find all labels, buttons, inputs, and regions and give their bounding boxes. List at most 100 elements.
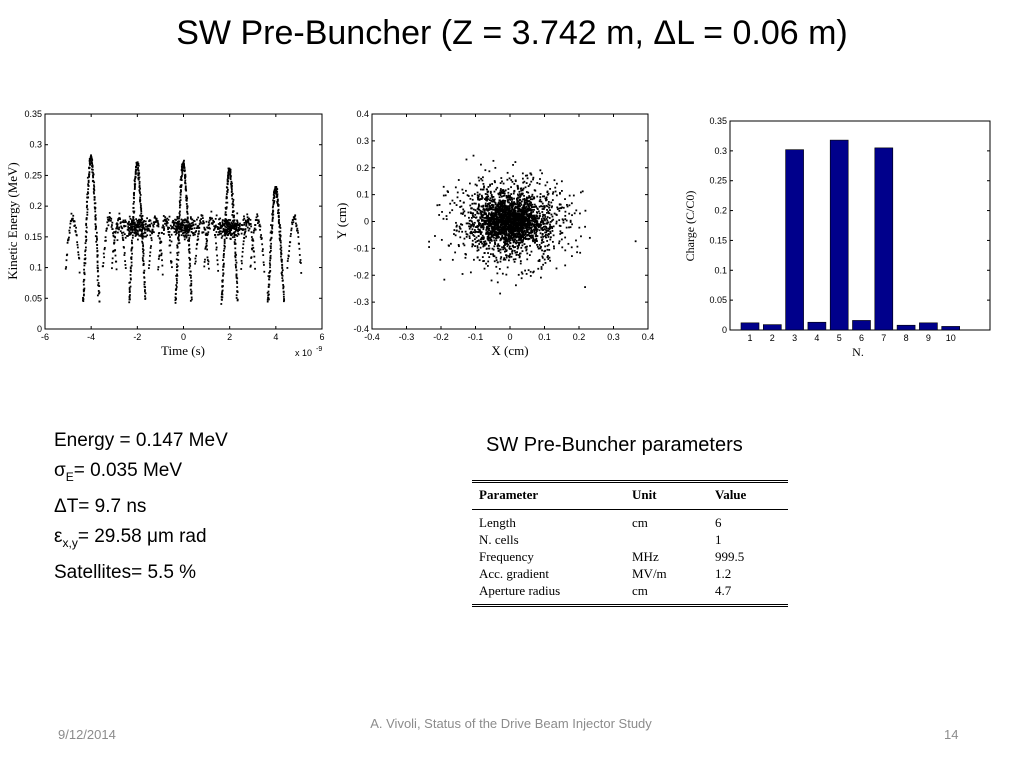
data-point <box>146 224 149 227</box>
data-point <box>512 231 515 233</box>
data-point <box>517 239 520 241</box>
data-point <box>179 196 182 199</box>
data-point <box>213 225 216 228</box>
data-point <box>530 209 533 212</box>
data-point <box>116 239 119 242</box>
data-point <box>511 233 514 236</box>
data-point <box>144 298 147 300</box>
data-point <box>140 204 142 207</box>
data-point <box>236 282 239 285</box>
data-point <box>77 253 80 256</box>
data-point <box>544 214 546 216</box>
data-point <box>541 255 544 258</box>
data-point <box>279 234 282 237</box>
data-point <box>541 226 544 229</box>
data-point <box>471 222 474 225</box>
data-point <box>114 254 117 257</box>
data-point <box>226 178 229 181</box>
data-point <box>230 186 233 188</box>
data-point <box>133 210 136 213</box>
data-point <box>207 263 210 265</box>
data-point <box>540 218 543 220</box>
data-point <box>519 196 521 199</box>
page-number: 14 <box>944 727 959 742</box>
data-point <box>538 260 541 262</box>
data-point <box>501 180 503 183</box>
data-point <box>84 257 87 260</box>
data-point <box>178 231 180 234</box>
data-point <box>526 200 529 203</box>
data-point <box>259 225 262 228</box>
data-point <box>186 231 189 234</box>
data-point <box>94 225 97 228</box>
data-point <box>240 232 243 235</box>
data-point <box>133 194 135 197</box>
data-point <box>144 228 147 231</box>
data-point <box>501 189 504 192</box>
data-point <box>464 214 466 217</box>
data-point <box>521 215 524 217</box>
data-point <box>512 164 514 166</box>
data-point <box>485 262 487 265</box>
data-point <box>543 218 546 221</box>
data-point <box>225 219 228 222</box>
data-point <box>221 225 224 228</box>
data-point <box>525 217 527 219</box>
data-point <box>527 218 530 221</box>
data-point <box>528 217 531 220</box>
data-point <box>489 183 492 186</box>
data-point <box>516 201 519 204</box>
data-point <box>235 261 238 264</box>
data-point <box>246 226 249 229</box>
data-point <box>434 235 436 237</box>
data-point <box>223 222 226 225</box>
data-point <box>296 227 299 230</box>
data-point <box>178 206 181 209</box>
data-point <box>175 232 178 235</box>
data-point <box>493 190 496 193</box>
data-point <box>141 240 144 243</box>
data-point <box>551 192 554 195</box>
data-point <box>91 162 94 165</box>
data-point <box>232 225 234 228</box>
data-point <box>547 243 550 246</box>
data-point <box>242 219 245 221</box>
data-point <box>495 207 498 210</box>
data-point <box>226 190 229 193</box>
data-point <box>471 194 474 197</box>
data-point <box>279 248 282 251</box>
data-point <box>507 211 510 214</box>
data-point <box>465 233 468 235</box>
data-point <box>189 258 192 260</box>
data-point <box>207 227 210 230</box>
data-point <box>153 231 155 234</box>
data-point <box>474 241 477 244</box>
data-point <box>139 199 142 202</box>
data-point <box>458 230 461 233</box>
data-point <box>540 221 542 224</box>
data-point <box>241 229 244 231</box>
data-point <box>562 206 565 209</box>
data-point <box>271 231 274 233</box>
data-point <box>249 223 252 225</box>
data-point <box>191 232 194 234</box>
data-point <box>292 221 295 224</box>
data-point <box>545 198 548 201</box>
data-point <box>529 270 532 273</box>
data-point <box>499 182 502 184</box>
data-point <box>480 198 483 200</box>
data-point <box>132 217 135 220</box>
data-point <box>545 229 548 232</box>
data-point <box>498 221 501 224</box>
data-point <box>219 217 222 220</box>
data-point <box>546 193 549 196</box>
data-point <box>180 228 183 230</box>
data-point <box>541 233 544 235</box>
data-point <box>542 214 545 217</box>
data-point <box>518 190 521 193</box>
data-point <box>495 212 497 215</box>
data-point <box>514 180 517 183</box>
bar-5 <box>829 139 849 331</box>
data-point <box>543 258 546 261</box>
data-point <box>87 192 90 195</box>
